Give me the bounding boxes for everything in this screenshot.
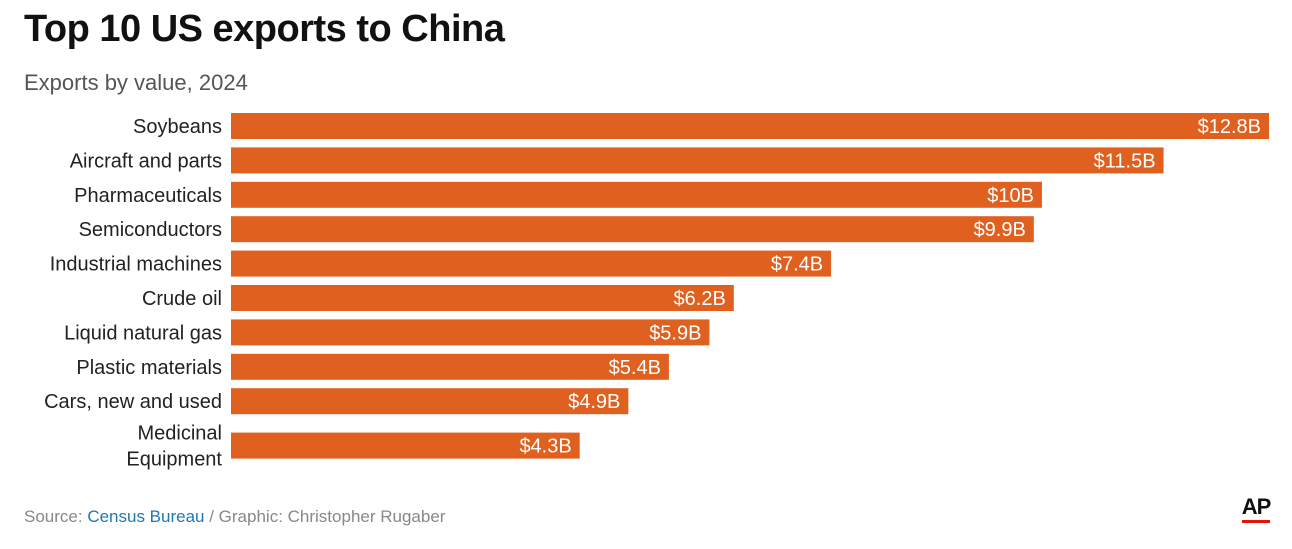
category-label: Medicinal: [138, 423, 222, 445]
census-bureau-link[interactable]: Census Bureau: [87, 507, 205, 526]
bar-value-label: $12.8B: [1198, 116, 1261, 138]
ap-logo-underline: [1242, 520, 1270, 523]
ap-logo-text: AP: [1241, 494, 1272, 519]
bar-value-label: $6.2B: [674, 288, 726, 310]
ap-logo: AP: [1240, 494, 1272, 523]
bar-1: [231, 147, 1164, 174]
source-prefix: Source:: [24, 507, 88, 526]
bar-value-label: $4.9B: [568, 391, 620, 413]
category-label: Aircraft and parts: [70, 150, 222, 172]
bar-value-label: $9.9B: [974, 219, 1026, 241]
bar-value-label: $5.9B: [649, 322, 701, 344]
category-label: Industrial machines: [50, 254, 222, 276]
category-label: Equipment: [126, 449, 222, 471]
category-label: Soybeans: [133, 116, 222, 138]
bar-3: [231, 216, 1034, 243]
bar-4: [231, 250, 832, 277]
category-label: Cars, new and used: [44, 391, 222, 413]
source-credit: Source: Census Bureau / Graphic: Christo…: [24, 507, 445, 527]
bar-value-label: $5.4B: [609, 357, 661, 379]
bar-9: [231, 432, 580, 459]
chart-title: Top 10 US exports to China: [24, 8, 505, 50]
chart-subtitle: Exports by value, 2024: [24, 70, 248, 95]
category-label: Plastic materials: [76, 357, 222, 379]
bar-6: [231, 319, 710, 346]
category-label: Pharmaceuticals: [74, 185, 222, 207]
bar-5: [231, 285, 734, 311]
bar-value-label: $7.4B: [771, 254, 823, 276]
bar-value-label: $11.5B: [1094, 150, 1156, 172]
category-label: Crude oil: [142, 288, 222, 310]
bar-7: [231, 353, 669, 380]
bar-value-label: $10B: [987, 185, 1034, 207]
bar-8: [231, 388, 629, 415]
graphic-credit: / Graphic: Christopher Rugaber: [204, 507, 446, 526]
category-label: Semiconductors: [79, 219, 222, 241]
bar-0: [231, 113, 1269, 139]
bar-value-label: $4.3B: [519, 436, 571, 458]
category-label: Liquid natural gas: [64, 322, 222, 344]
bar-2: [231, 181, 1042, 208]
